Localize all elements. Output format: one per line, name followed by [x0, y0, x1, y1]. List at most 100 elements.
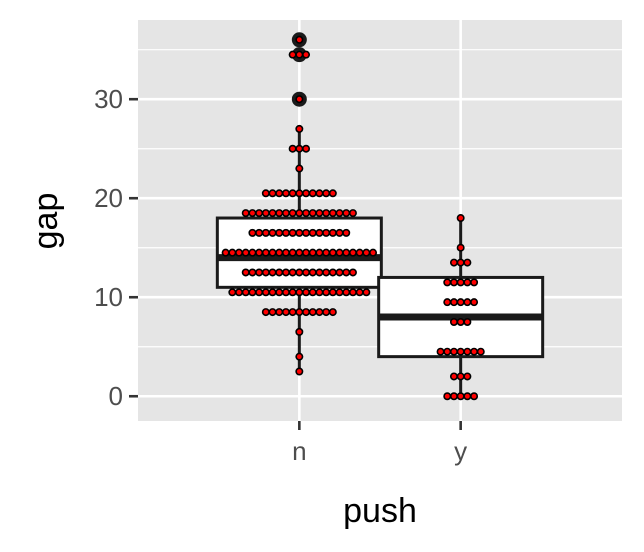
x-tick-label: y [454, 436, 467, 466]
data-dot [275, 288, 284, 297]
data-dot [295, 124, 304, 133]
data-dot [328, 209, 337, 218]
data-dot [295, 352, 304, 361]
dot-row [241, 209, 357, 218]
dot-row [443, 298, 479, 307]
data-dot [268, 248, 277, 257]
data-dot [463, 347, 472, 356]
data-dot [443, 298, 452, 307]
y-tick-label: 10 [94, 282, 123, 312]
y-tick-label: 20 [94, 183, 123, 213]
data-dot [463, 392, 472, 401]
data-dot [275, 248, 284, 257]
dot-layer [221, 35, 485, 401]
data-dot [295, 144, 304, 153]
dot-row [443, 278, 479, 287]
data-dot [322, 189, 331, 198]
data-dot [335, 268, 344, 277]
data-dot [315, 308, 324, 317]
data-dot [308, 288, 317, 297]
data-dot [255, 209, 264, 218]
data-dot [255, 248, 264, 257]
dot-row [295, 124, 304, 133]
dot-row [248, 228, 351, 237]
data-dot [288, 308, 297, 317]
data-dot [281, 189, 290, 198]
data-dot [275, 189, 284, 198]
data-dot [315, 248, 324, 257]
dot-row [443, 392, 479, 401]
data-dot [248, 248, 257, 257]
data-dot [295, 248, 304, 257]
data-dot [449, 392, 458, 401]
data-dot [261, 209, 270, 218]
data-dot [322, 209, 331, 218]
data-dot [328, 228, 337, 237]
data-dot [315, 228, 324, 237]
dot-row [436, 347, 485, 356]
data-dot [261, 268, 270, 277]
data-dot [275, 268, 284, 277]
data-dot [261, 308, 270, 317]
data-dot [275, 308, 284, 317]
data-dot [255, 228, 264, 237]
data-dot [255, 288, 264, 297]
data-dot [295, 95, 304, 104]
data-dot [302, 209, 311, 218]
data-dot [463, 372, 472, 381]
y-axis-title: gap [27, 193, 65, 250]
data-dot [470, 278, 479, 287]
data-dot [302, 228, 311, 237]
dot-row [295, 327, 304, 336]
data-dot [295, 189, 304, 198]
data-dot [261, 248, 270, 257]
data-dot [295, 308, 304, 317]
data-dot [228, 288, 237, 297]
data-dot [369, 248, 378, 257]
data-dot [348, 268, 357, 277]
data-dot [348, 248, 357, 257]
data-dot [362, 248, 371, 257]
dot-row [241, 268, 357, 277]
data-dot [328, 248, 337, 257]
data-dot [302, 144, 311, 153]
data-dot [449, 347, 458, 356]
data-dot [308, 248, 317, 257]
dot-row [456, 243, 465, 252]
dot-row [228, 288, 371, 297]
boxplot-y [377, 218, 545, 397]
data-dot [328, 268, 337, 277]
data-dot [322, 308, 331, 317]
data-dot [308, 308, 317, 317]
data-dot [288, 228, 297, 237]
data-dot [322, 288, 331, 297]
data-dot [295, 367, 304, 376]
data-dot [436, 347, 445, 356]
data-dot [463, 317, 472, 326]
data-dot [268, 209, 277, 218]
data-dot [241, 288, 250, 297]
data-dot [456, 317, 465, 326]
data-dot [268, 308, 277, 317]
dot-row [295, 95, 304, 104]
data-dot [443, 392, 452, 401]
data-dot [281, 268, 290, 277]
data-dot [308, 209, 317, 218]
data-dot [308, 268, 317, 277]
data-dot [342, 248, 351, 257]
data-dot [302, 50, 311, 59]
data-dot [228, 248, 237, 257]
data-dot [342, 268, 351, 277]
data-dot [275, 228, 284, 237]
data-dot [315, 209, 324, 218]
data-dot [281, 288, 290, 297]
data-dot [470, 392, 479, 401]
data-dot [295, 228, 304, 237]
data-dot [348, 288, 357, 297]
data-dot [255, 268, 264, 277]
data-dot [355, 288, 364, 297]
data-dot [470, 298, 479, 307]
dot-row [288, 144, 311, 153]
data-dot [470, 347, 479, 356]
